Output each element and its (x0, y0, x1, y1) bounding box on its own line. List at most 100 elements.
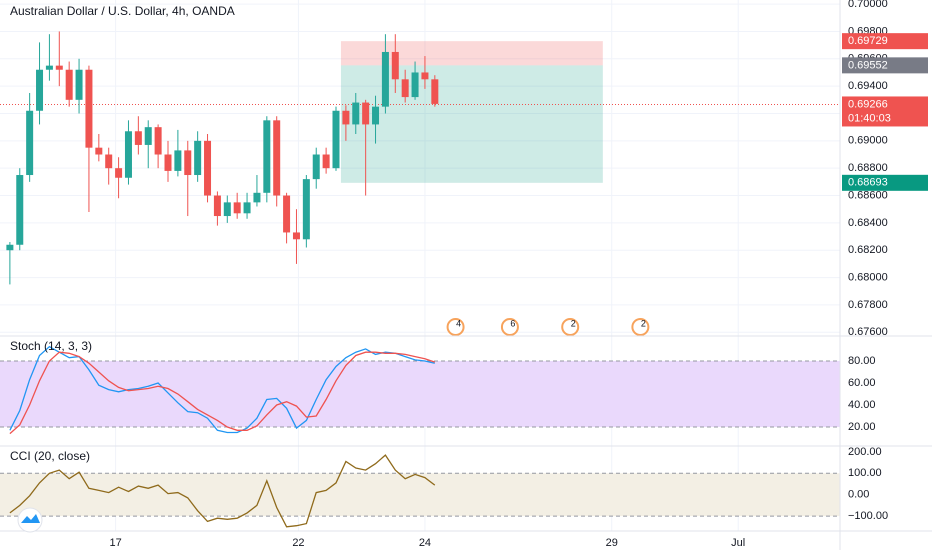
y-tick-label: 40.00 (848, 399, 876, 411)
y-tick-label: 0.70000 (848, 0, 888, 10)
candle-body (391, 51, 399, 80)
candle-body (6, 244, 14, 251)
candle-body (401, 79, 409, 98)
candle-body (174, 150, 182, 171)
x-tick-label: 22 (292, 537, 304, 549)
x-tick-label: 17 (109, 537, 121, 549)
candle-body (204, 140, 212, 196)
logo[interactable] (17, 507, 43, 533)
y-tick-label: 0.68400 (848, 217, 888, 229)
candle-body (273, 120, 281, 196)
candle-body (381, 51, 389, 107)
candle-body (322, 154, 330, 169)
target-price-tag (842, 174, 928, 191)
y-tick-label: 200.00 (848, 446, 882, 458)
entry-price-tag (842, 57, 928, 74)
indicator-line (9, 454, 436, 528)
candle-body (411, 72, 419, 98)
candle-body (421, 72, 429, 80)
band (0, 360, 840, 427)
y-tick-label: 100.00 (848, 467, 882, 479)
y-tick-label: 0.67800 (848, 299, 888, 311)
candle-body (362, 102, 370, 125)
event-badge (500, 318, 519, 336)
pane-title: CCI (20, close) (10, 449, 90, 463)
stop-price-label: 0.69729 (848, 35, 888, 47)
chart-title: Australian Dollar / U.S. Dollar, 4h, OAN… (10, 4, 235, 18)
y-tick-label: 0.68200 (848, 244, 888, 256)
candle-body (85, 69, 93, 148)
candle-body (164, 154, 172, 171)
candle-body (194, 140, 202, 176)
candle-body (154, 127, 162, 155)
indicator-line (9, 345, 435, 434)
candle-body (372, 106, 380, 125)
candle-body (253, 192, 261, 203)
event-count: 2 (571, 318, 576, 328)
data-layer: 4 6 2 2 (6, 31, 650, 528)
candle-body (302, 179, 310, 240)
candle-body (144, 127, 152, 145)
candle-body (342, 110, 350, 125)
y-tick-label: 0.00 (848, 489, 869, 501)
candle-body (45, 65, 53, 70)
candle-body (312, 154, 320, 180)
y-tick-label: 0.68000 (848, 271, 888, 283)
stop-zone (340, 41, 603, 66)
candle-body (431, 79, 439, 104)
candle-body (95, 147, 103, 155)
target-price-label: 0.68693 (848, 177, 888, 189)
last-price-label: 0.69266 (848, 98, 888, 110)
logo-icon[interactable] (21, 514, 40, 523)
candle-body (16, 175, 24, 245)
y-tick-label: 60.00 (848, 377, 876, 389)
y-tick-label: 20.00 (848, 421, 876, 433)
event-count: 6 (510, 318, 515, 328)
event-count: 2 (641, 318, 646, 328)
candle-body (223, 202, 231, 217)
band (0, 473, 840, 517)
candle-body (26, 110, 34, 176)
label-layer: 17222429Jul0.700000.698000.696000.694000… (109, 0, 928, 549)
stop-price-tag (842, 33, 928, 50)
pane-title: Stoch (14, 3, 3) (10, 339, 92, 353)
y-tick-label: 0.67600 (848, 326, 888, 338)
event-badge (631, 318, 650, 336)
countdown-label: 01:40:03 (848, 112, 891, 124)
y-tick-label: 80.00 (848, 355, 876, 367)
grid-layer (0, 0, 840, 531)
target-zone (340, 65, 603, 183)
event-badge (561, 318, 580, 336)
x-tick-label: Jul (731, 537, 745, 549)
candle-body (55, 65, 63, 70)
candle-body (292, 232, 300, 240)
x-tick-label: 24 (419, 537, 431, 549)
indicator-line (9, 351, 436, 435)
event-badge (446, 318, 465, 336)
candle-body (233, 202, 241, 214)
y-tick-label: 0.68800 (848, 162, 888, 174)
candle-body (115, 168, 123, 178)
candle-body (283, 195, 291, 233)
x-tick-label: 29 (606, 537, 618, 549)
candle-body (263, 120, 271, 193)
candle-body (243, 202, 251, 214)
candle-body (213, 195, 221, 217)
candle-body (36, 69, 44, 111)
candle-body (124, 131, 132, 178)
y-tick-label: 0.69400 (848, 80, 888, 92)
y-tick-label: 0.69000 (848, 135, 888, 147)
candle-body (332, 110, 340, 169)
candle-body (352, 102, 360, 125)
y-tick-label: −100.00 (848, 510, 888, 522)
entry-price-label: 0.69552 (848, 59, 888, 71)
candle-body (105, 154, 113, 169)
candle-body (65, 69, 73, 100)
candle-body (134, 131, 142, 145)
candle-body (75, 69, 83, 100)
event-count: 4 (456, 318, 461, 328)
last-price-tag (842, 96, 928, 127)
